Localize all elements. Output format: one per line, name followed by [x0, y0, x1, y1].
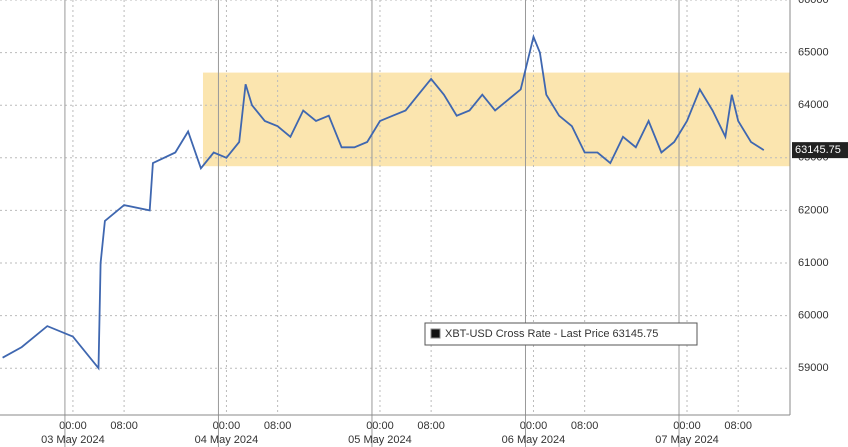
x-tick-label: 00:00: [59, 420, 87, 432]
x-tick-label: 08:00: [264, 420, 292, 432]
last-price-box: [792, 142, 848, 159]
x-day-label: 05 May 2024: [348, 434, 412, 446]
y-tick-label: 65000: [798, 47, 829, 59]
last-price-label: 63145.75: [795, 144, 841, 156]
x-day-label: 04 May 2024: [195, 434, 259, 446]
y-tick-label: 64000: [798, 99, 829, 111]
x-tick-label: 00:00: [673, 420, 701, 432]
y-tick-label: 60000: [798, 309, 829, 321]
price-line: [2, 33, 765, 371]
x-tick-label: 08:00: [110, 420, 138, 432]
x-day-label: 07 May 2024: [655, 434, 719, 446]
y-tick-label: 61000: [798, 257, 829, 269]
y-tick-label: 59000: [798, 362, 829, 374]
x-tick-label: 08:00: [724, 420, 752, 432]
x-tick-label: 00:00: [366, 420, 394, 432]
highlight-band: [202, 72, 791, 167]
y-tick-label: 66000: [798, 0, 829, 6]
legend-label: XBT-USD Cross Rate - Last Price 63145.75: [445, 328, 658, 340]
y-tick-label: 62000: [798, 204, 829, 216]
legend-box: [424, 322, 698, 346]
legend-swatch: [430, 328, 441, 339]
x-day-label: 06 May 2024: [502, 434, 566, 446]
x-tick-label: 00:00: [520, 420, 548, 432]
x-tick-label: 08:00: [417, 420, 445, 432]
x-day-label: 03 May 2024: [41, 434, 105, 446]
x-tick-label: 00:00: [213, 420, 241, 432]
x-tick-label: 08:00: [571, 420, 599, 432]
